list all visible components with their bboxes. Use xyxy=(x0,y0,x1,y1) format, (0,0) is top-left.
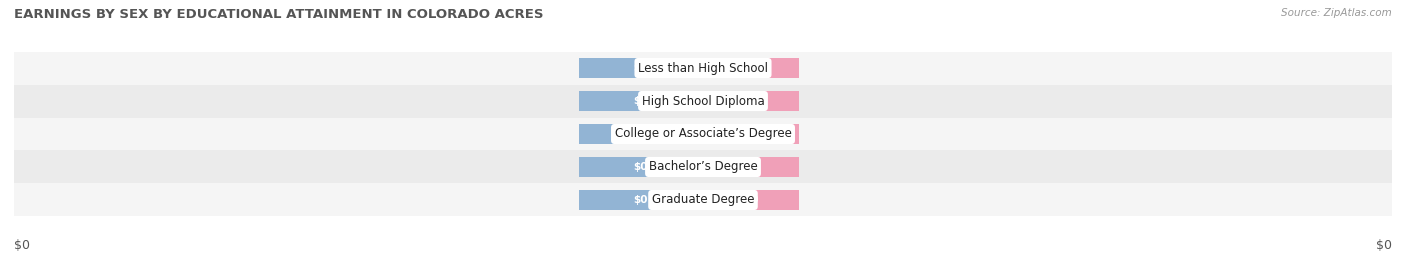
Text: High School Diploma: High School Diploma xyxy=(641,95,765,107)
Text: Less than High School: Less than High School xyxy=(638,62,768,75)
Bar xyxy=(579,91,703,111)
Text: Source: ZipAtlas.com: Source: ZipAtlas.com xyxy=(1281,8,1392,18)
Bar xyxy=(703,91,800,111)
Text: $0: $0 xyxy=(1376,239,1392,252)
Text: $0: $0 xyxy=(634,96,648,106)
Bar xyxy=(703,190,800,210)
Text: $0: $0 xyxy=(634,129,648,139)
Bar xyxy=(703,58,800,78)
Text: Bachelor’s Degree: Bachelor’s Degree xyxy=(648,161,758,173)
Text: $0: $0 xyxy=(744,96,758,106)
Text: $0: $0 xyxy=(634,63,648,73)
Text: $0: $0 xyxy=(744,195,758,205)
Text: $0: $0 xyxy=(634,162,648,172)
Bar xyxy=(14,184,1392,217)
Bar xyxy=(579,124,703,144)
Text: College or Associate’s Degree: College or Associate’s Degree xyxy=(614,128,792,140)
Text: $0: $0 xyxy=(744,162,758,172)
Text: $0: $0 xyxy=(744,63,758,73)
Bar xyxy=(703,124,800,144)
Bar xyxy=(14,151,1392,184)
Bar xyxy=(579,157,703,177)
Text: EARNINGS BY SEX BY EDUCATIONAL ATTAINMENT IN COLORADO ACRES: EARNINGS BY SEX BY EDUCATIONAL ATTAINMEN… xyxy=(14,8,544,21)
Text: $0: $0 xyxy=(744,129,758,139)
Bar xyxy=(14,84,1392,117)
Bar xyxy=(14,51,1392,84)
Text: $0: $0 xyxy=(634,195,648,205)
Bar xyxy=(14,117,1392,151)
Bar xyxy=(579,58,703,78)
Bar xyxy=(703,157,800,177)
Bar xyxy=(579,190,703,210)
Text: $0: $0 xyxy=(14,239,30,252)
Text: Graduate Degree: Graduate Degree xyxy=(652,193,754,206)
